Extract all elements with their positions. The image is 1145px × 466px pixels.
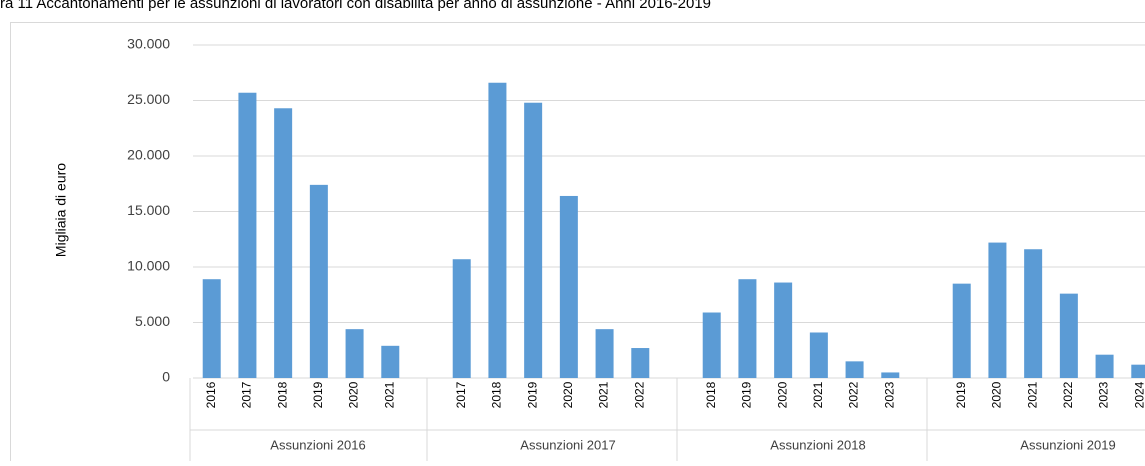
bar <box>310 185 328 378</box>
bar <box>203 279 221 378</box>
bar <box>524 103 542 378</box>
bar <box>453 259 471 378</box>
bar <box>596 329 614 378</box>
bar <box>881 372 899 378</box>
bar <box>1096 355 1114 378</box>
x-tick-label: 2019 <box>525 381 539 408</box>
x-tick-label: 2020 <box>347 381 361 408</box>
group-label: Assunzioni 2016 <box>270 437 365 452</box>
bar <box>703 313 721 378</box>
y-axis-label: Migliaia di euro <box>53 163 69 257</box>
bar <box>1060 294 1078 378</box>
x-tick-label: 2022 <box>1061 381 1075 408</box>
bar <box>274 108 292 378</box>
x-tick-label: 2017 <box>240 381 254 408</box>
group-label: Assunzioni 2019 <box>1020 437 1115 452</box>
y-tick-label: 20.000 <box>127 147 170 163</box>
y-tick-label: 5.000 <box>135 313 170 329</box>
x-tick-label: 2022 <box>847 381 861 408</box>
y-tick-label: 10.000 <box>127 258 170 274</box>
x-tick-label: 2020 <box>775 381 789 408</box>
bar <box>381 346 399 378</box>
x-tick-label: 2024 <box>1132 381 1145 408</box>
bar <box>810 332 828 378</box>
bar <box>488 83 506 378</box>
group-label: Assunzioni 2017 <box>520 437 615 452</box>
x-tick-label: 2022 <box>632 381 646 408</box>
x-tick-label: 2018 <box>490 381 504 408</box>
x-tick-label: 2018 <box>704 381 718 408</box>
y-tick-label: 30.000 <box>127 36 170 52</box>
x-tick-label: 2019 <box>954 381 968 408</box>
bar <box>953 284 971 378</box>
x-tick-label: 2020 <box>561 381 575 408</box>
x-tick-label: 2020 <box>990 381 1004 408</box>
x-tick-label: 2018 <box>275 381 289 408</box>
y-tick-label: 15.000 <box>127 202 170 218</box>
x-tick-label: 2019 <box>311 381 325 408</box>
group-label: Assunzioni 2018 <box>770 437 865 452</box>
bar <box>1131 365 1145 378</box>
x-tick-label: 2021 <box>811 381 825 408</box>
x-tick-label: 2021 <box>597 381 611 408</box>
bar <box>631 348 649 378</box>
x-tick-label: 2023 <box>882 381 896 408</box>
y-tick-label: 25.000 <box>127 91 170 107</box>
bar <box>846 361 864 378</box>
x-tick-label: 2017 <box>454 381 468 408</box>
x-tick-label: 2021 <box>1025 381 1039 408</box>
y-tick-label: 0 <box>162 369 170 385</box>
chart-title: ra 11 Accantonamenti per le assunzioni d… <box>0 0 711 12</box>
bar <box>738 279 756 378</box>
bar <box>1024 249 1042 378</box>
x-tick-label: 2019 <box>740 381 754 408</box>
bar <box>238 93 256 378</box>
x-tick-label: 2016 <box>204 381 218 408</box>
x-tick-label: 2021 <box>382 381 396 408</box>
bar <box>560 196 578 378</box>
bar <box>346 329 364 378</box>
x-tick-label: 2023 <box>1097 381 1111 408</box>
bar <box>988 243 1006 378</box>
bar <box>774 283 792 378</box>
